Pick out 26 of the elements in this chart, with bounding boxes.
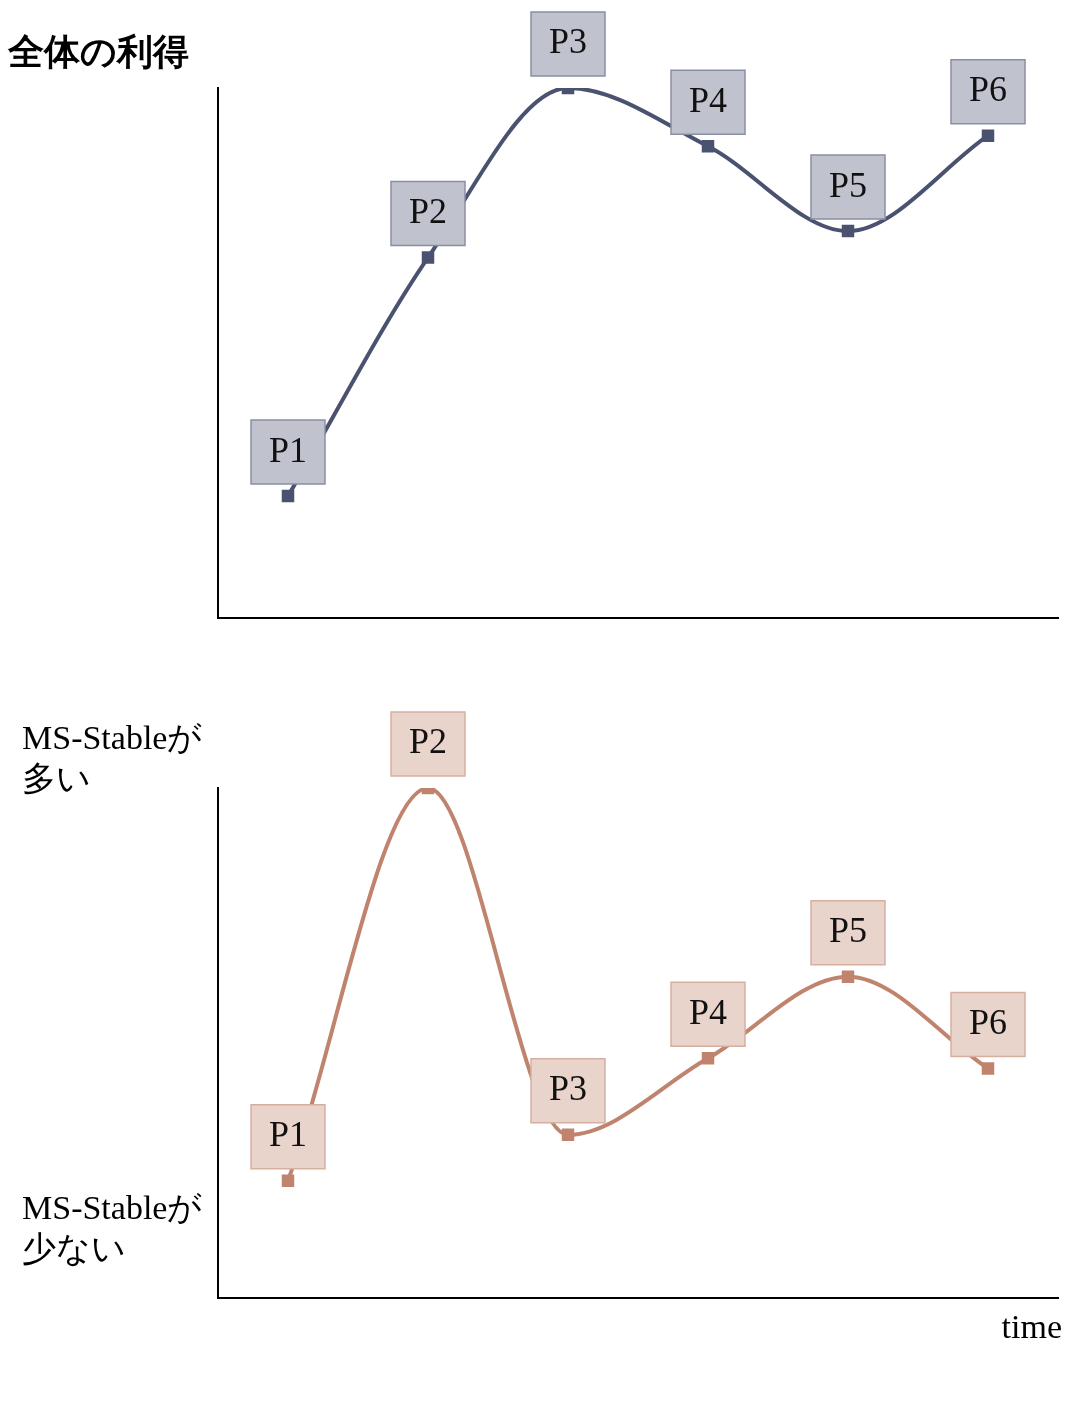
category-label: P1: [268, 1114, 308, 1155]
point: [421, 251, 435, 264]
category-label: P4: [688, 991, 728, 1032]
point: [981, 129, 995, 142]
category-label: P3: [548, 21, 588, 62]
point: [561, 1128, 575, 1142]
point: [701, 1052, 715, 1065]
category-label: P5: [828, 164, 868, 205]
category-label: P3: [548, 1068, 588, 1109]
point: [701, 140, 715, 153]
category-label: P6: [968, 69, 1008, 110]
x-axis-title: time: [1001, 1308, 1062, 1346]
point: [281, 489, 295, 503]
category-label: P2: [408, 191, 448, 232]
category-label: P5: [828, 910, 868, 951]
point: [841, 224, 855, 238]
category-label: P4: [688, 79, 728, 120]
category-label: P6: [968, 1001, 1008, 1042]
point: [281, 1174, 295, 1187]
point: [981, 1062, 995, 1075]
text: MS-Stableが少ない: [22, 1188, 204, 1269]
text: MS-Stableが多い: [22, 718, 204, 799]
category-label: P2: [408, 721, 448, 762]
y-axis-title: 全体の利得: [8, 30, 189, 74]
category-label: P1: [268, 429, 308, 470]
point: [841, 970, 855, 983]
